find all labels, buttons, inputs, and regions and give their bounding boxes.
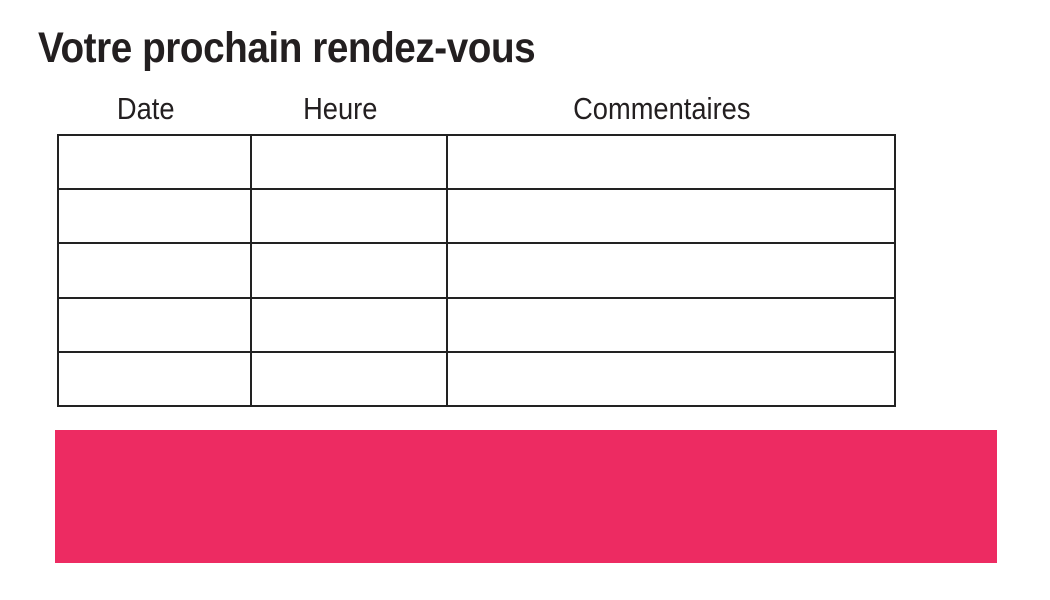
column-header-heure: Heure (302, 91, 378, 126)
table-cell (57, 296, 252, 353)
table-row (57, 188, 896, 245)
table-cell (250, 133, 448, 191)
column-header-commentaires: Commentaires (573, 91, 751, 126)
table-row (57, 296, 896, 353)
table-cell (250, 188, 448, 245)
table-cell (446, 133, 896, 191)
table-row (57, 242, 896, 299)
appointments-table (57, 133, 896, 408)
table-row (57, 350, 896, 408)
table-cell (446, 296, 896, 353)
table-cell (57, 133, 252, 191)
table-cell (250, 242, 448, 299)
table-cell (57, 242, 252, 299)
table-cell (57, 350, 252, 408)
highlight-bar (55, 430, 997, 563)
table-header-row: Date Heure Commentaires (49, 93, 886, 124)
table-cell (446, 350, 896, 408)
table-cell (446, 242, 896, 299)
table-cell (446, 188, 896, 245)
table-cell (57, 188, 252, 245)
table-cell (250, 296, 448, 353)
column-header-date: Date (116, 91, 175, 126)
table-cell (250, 350, 448, 408)
table-row (57, 133, 896, 191)
page-title-text: Votre prochain rendez-vous (38, 24, 536, 72)
appointments-table-body (57, 133, 896, 408)
page-title: Votre prochain rendez-vous (38, 27, 590, 70)
